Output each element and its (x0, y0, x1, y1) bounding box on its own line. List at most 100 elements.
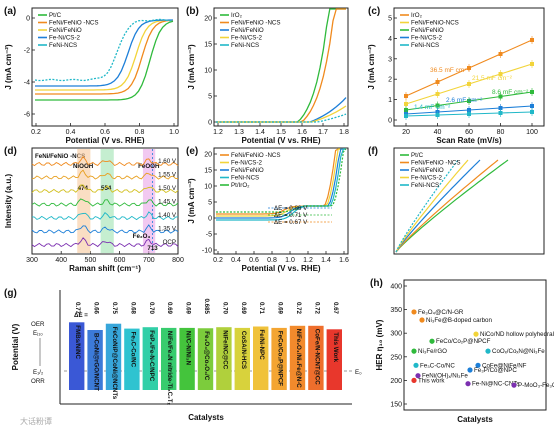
panel-b-legend-entry: Fe-Ni/CS-2 (231, 35, 262, 42)
panel-g-bar-name: FeP₃/Fe-N-C/NPC (148, 330, 155, 382)
panel-a-legend-entry: Fe-Ni/CS-2 (49, 35, 80, 42)
panel-g-bar-de: 0.66 (93, 302, 100, 315)
panel-e-xtick-label: 0.8 (267, 257, 277, 264)
panel-g-bar-name: NiFe/NC@CC (221, 330, 228, 370)
panel-e-legend-entry: FeNi/FeNiO -NCS (231, 152, 281, 159)
panel-g-bar-de: 0.70 (221, 302, 228, 315)
panel-g-bar-de: 0.70 (148, 302, 155, 315)
panel-c-ytick-label: 3 (388, 56, 392, 63)
panel-g-ylabel: Potential (V) (11, 323, 20, 370)
panel-e-xtick-label: 0.2 (213, 257, 223, 264)
panel-c-annotation: 2.6 mF cm⁻² (446, 97, 483, 104)
panel-a-xtick-label: 0.8 (135, 129, 145, 136)
panel-e-ytick-label: -5 (206, 232, 212, 239)
panel-d-xtick-label: 600 (114, 257, 126, 264)
panel-g-bar-de: 0.69 (185, 302, 192, 315)
panel-b-xlabel: Potential (V vs. RHE) (241, 136, 320, 145)
panel-h-point-name: Fe₃O₄@C/N-GR (418, 309, 464, 316)
panel-g-bar (234, 327, 250, 390)
panel-c-xtick-label: 60 (465, 129, 473, 136)
panel-b-xtick-label: 1.8 (339, 129, 349, 136)
panel-g-bar (289, 325, 306, 390)
panel-g-bar-name: This Work (332, 332, 339, 362)
panel-g-bar (87, 330, 103, 390)
panel-h-point (473, 331, 479, 337)
panel-f-legend-entry: FeNi-NCS (411, 182, 439, 189)
panel-h-point-name: P-MoO₃-Fe₃O₄ (518, 382, 554, 389)
panel-g-bar-name: Ni/C-N/Ni₃N (185, 331, 192, 366)
panel-g-bar-name: Fe₃C-Co/NC (129, 332, 136, 368)
panel-d-spectrum (31, 211, 179, 221)
panel-e-ytick-label: 0 (208, 216, 212, 223)
panel-b-legend-entry: FeNi/FeNiO -NCS (231, 20, 281, 27)
panel-a-xtick-label: 1.0 (169, 129, 179, 136)
panel-f-curve (395, 159, 459, 253)
panel-c-xtick-label: 100 (526, 129, 538, 136)
panel-b-xtick-label: 1.7 (318, 129, 328, 136)
panel-d-spectrum (31, 184, 179, 194)
panel-f-label: (f) (368, 146, 378, 157)
panel-h-point-name: This work (418, 377, 445, 384)
panel-d-xlabel: Raman shift (cm⁻¹) (69, 264, 141, 273)
panel-c-ytick-label: 5 (388, 16, 392, 23)
panel-d-label: (d) (4, 146, 17, 157)
panel-d-potential: OCP (163, 239, 176, 246)
panel-c-legend-entry: FeNi/FeNiO-NCS (411, 20, 459, 27)
panel-g-bar-de: 0.67 (332, 302, 339, 315)
panel-e-frame (213, 147, 349, 255)
panel-h-point (511, 382, 517, 388)
panel-a-ylabel: J (mA cm⁻²) (4, 44, 13, 90)
panel-c-ylabel: J (mA cm⁻²) (367, 44, 376, 90)
panel-a-xlabel: Potential (V vs. RHE) (65, 136, 144, 145)
panel-g-bar-de: 0.685 (203, 299, 210, 315)
panel-e-ytick-label: 15 (204, 168, 212, 175)
panel-g-bar-de: 0.77 (74, 302, 81, 315)
panel-g-bar (124, 328, 140, 390)
panel-e-delta: ΔE = 0.67 V (274, 219, 308, 226)
panel-g-bar-name: CoFe/N-NCNT@CC (313, 329, 320, 385)
panel-h-point (485, 348, 491, 354)
panel-e-xtick-label: 0.6 (249, 257, 259, 264)
panel-g-bar-name: Fe/Ni-NPC (258, 330, 265, 361)
panel-g-e0: E₀ (355, 369, 362, 376)
panel-d-potential: 1.50 V (158, 185, 177, 192)
panel-d-band-feooh2 (100, 149, 114, 253)
panel-a-ytick-label: 0 (26, 16, 30, 23)
panel-d-ylabel: Intensity (a.u.) (4, 174, 13, 229)
panel-g-bar-name: FMBs/NiNC (74, 325, 81, 359)
panel-e-ytick-label: 20 (204, 152, 212, 159)
panel-b-curve (216, 97, 347, 123)
panel-f-curve (395, 159, 481, 253)
panel-g-bar (105, 323, 122, 390)
panel-d-band-niooh (77, 149, 91, 253)
panel-a-ytick-label: -4 (24, 80, 30, 87)
panel-c-ytick-label: 2 (388, 77, 392, 84)
watermark: 大话粉谭 (20, 416, 52, 426)
panel-a-legend-entry: Pt/C (49, 12, 62, 19)
panel-c-annotation: 1.4 mF cm⁻² (414, 104, 451, 111)
panel-g-orr: ORR (31, 378, 45, 385)
panel-a-label: (a) (4, 6, 16, 17)
panel-g-bar-name: CoSA/N-HCS (240, 331, 247, 369)
panel-h-ytick-label: 350 (390, 307, 402, 314)
panel-f-frame (393, 147, 545, 255)
panel-c-label: (c) (368, 6, 380, 17)
panel-b-ytick-label: 15 (204, 42, 212, 49)
panel-c-ytick-label: 0 (388, 118, 392, 125)
panel-d-xtick-label: 800 (172, 257, 184, 264)
panel-a-xtick-label: 0.4 (66, 129, 76, 136)
panel-a-ytick-label: -6 (24, 112, 30, 119)
panel-g-label: (g) (4, 288, 17, 299)
panel-e-ylabel: J (mA cm⁻²) (187, 178, 196, 224)
panel-g-bar (161, 327, 177, 390)
panel-g-bar-de: 0.75 (111, 302, 118, 315)
panel-g-bar-de: 0.71 (258, 302, 265, 315)
panel-d-peak-name: Fe₂O₃ (133, 233, 151, 240)
panel-g-bar-de: 0.69 (166, 302, 173, 315)
panel-h-point (419, 317, 425, 323)
panel-e-legend-entry: FeNi-NCS (231, 175, 259, 182)
panel-h-point (411, 348, 417, 354)
panel-d-xtick-label: 500 (85, 257, 97, 264)
panel-f-legend-entry: Pt/C (411, 152, 424, 159)
panel-d-spectrum (31, 155, 179, 167)
